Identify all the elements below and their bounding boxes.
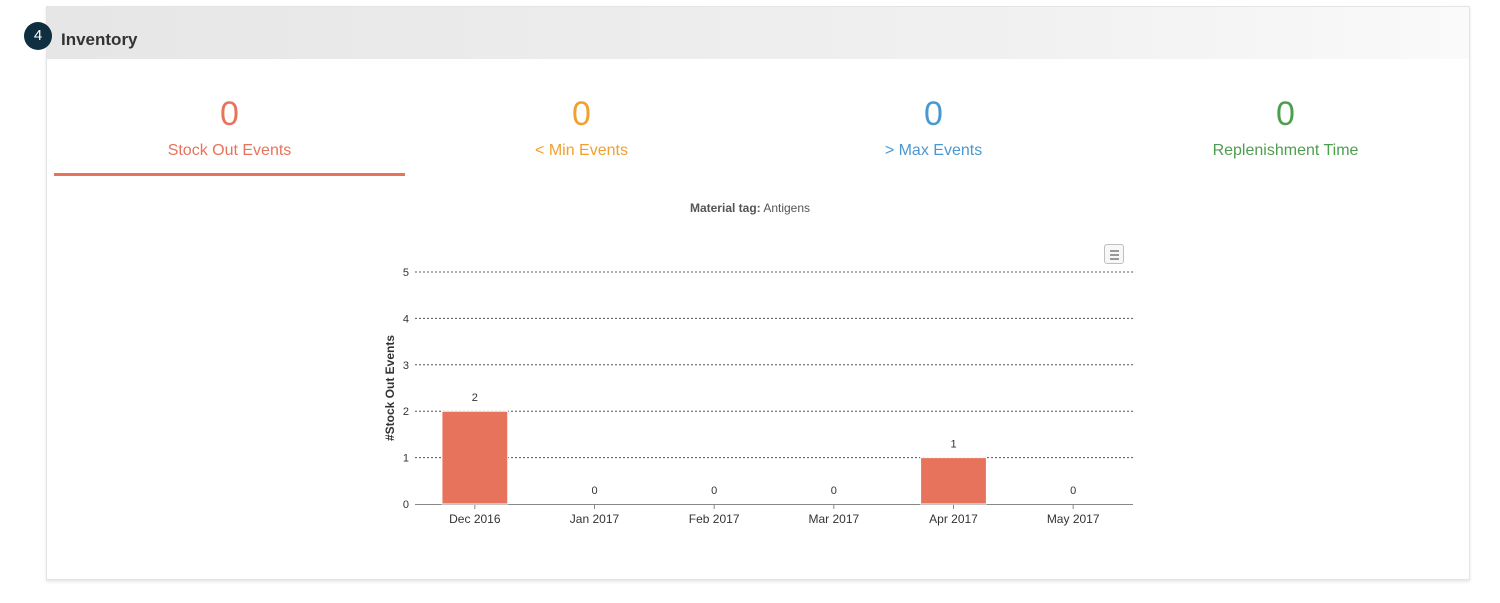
y-tick-label: 2	[403, 406, 409, 418]
tab-replenishment-time[interactable]: 0 Replenishment Time	[1110, 90, 1461, 176]
replenishment-time-value: 0	[1276, 95, 1295, 133]
material-tag-label: Material tag:	[689, 201, 761, 215]
material-tag-value: Antigens	[763, 201, 811, 215]
x-tick-label: Jan 2017	[570, 512, 620, 526]
min-events-label: < Min Events	[535, 142, 628, 159]
x-tick-label: Feb 2017	[689, 512, 740, 526]
tab-max-events[interactable]: 0 > Max Events	[758, 90, 1109, 176]
y-tick-label: 3	[403, 360, 409, 372]
x-tick-label: Dec 2016	[449, 512, 501, 526]
data-label: 0	[1070, 485, 1076, 497]
y-axis-title: #Stock Out Events	[383, 335, 397, 441]
y-tick-label: 5	[403, 267, 409, 279]
metric-tabs: 0 Stock Out Events 0 < Min Events 0 > Ma…	[54, 90, 1462, 176]
data-label: 0	[591, 485, 597, 497]
tab-stock-out-events[interactable]: 0 Stock Out Events	[54, 90, 405, 176]
inventory-panel: Inventory	[46, 6, 1470, 580]
chart-subtitle: Material tag: Antigens	[0, 201, 1500, 215]
max-events-count: 0	[924, 95, 943, 133]
data-label: 1	[950, 439, 956, 451]
hamburger-menu-icon-line	[1110, 254, 1119, 256]
stock-out-label: Stock Out Events	[167, 142, 292, 159]
x-tick-label: May 2017	[1047, 512, 1100, 526]
y-tick-label: 4	[403, 313, 409, 325]
step-number-badge: 4	[24, 22, 52, 50]
stock-out-count: 0	[220, 95, 239, 133]
x-tick-label: Apr 2017	[929, 512, 978, 526]
hamburger-menu-icon-line	[1110, 258, 1119, 260]
data-label: 0	[711, 485, 717, 497]
bar[interactable]	[920, 457, 987, 505]
max-events-label: > Max Events	[884, 142, 983, 159]
data-label: 2	[472, 392, 478, 404]
y-tick-label: 1	[403, 453, 409, 465]
panel-title: Inventory	[61, 30, 138, 49]
hamburger-menu-icon	[1110, 250, 1119, 252]
min-events-count: 0	[572, 95, 591, 133]
replenishment-time-label: Replenishment Time	[1212, 142, 1359, 159]
x-tick-label: Mar 2017	[808, 512, 859, 526]
chart-menu-button[interactable]	[1104, 244, 1124, 264]
panel-header	[47, 7, 1469, 59]
data-label: 0	[831, 485, 837, 497]
bar[interactable]	[441, 410, 509, 505]
y-tick-label: 0	[403, 499, 409, 511]
tab-min-events[interactable]: 0 < Min Events	[406, 90, 757, 176]
